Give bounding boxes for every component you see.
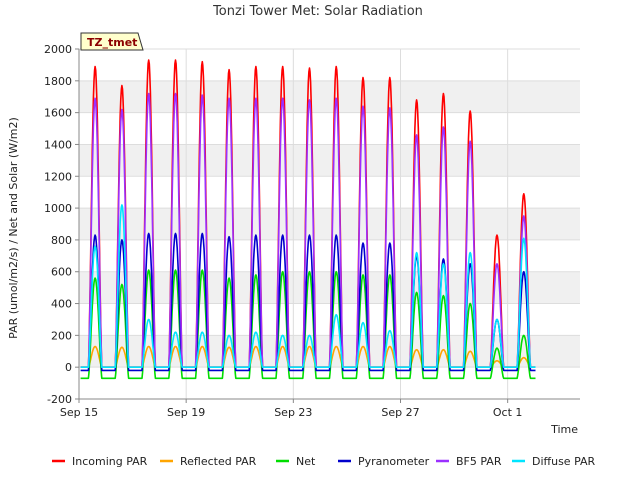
- series-line-pyranometer: [80, 232, 536, 372]
- x-tick-label: Sep 23: [274, 406, 312, 419]
- x-axis-label: Time: [550, 423, 578, 436]
- badge-label: TZ_tmet: [87, 36, 137, 49]
- plot-band: [79, 208, 580, 240]
- plot-band: [79, 80, 580, 113]
- legend-label-pyranometer: Pyranometer: [358, 455, 430, 468]
- legend-label-diffuse-par: Diffuse PAR: [532, 455, 596, 468]
- legend-label-reflected-par: Reflected PAR: [180, 455, 257, 468]
- y-tick-label: 2000: [44, 43, 72, 56]
- site-badge: TZ_tmet: [80, 32, 144, 51]
- y-tick-label: 1400: [44, 138, 72, 151]
- y-tick-label: 0: [65, 361, 72, 374]
- y-axis-label: PAR (umol/m2/s) / Net and Solar (W/m2): [7, 117, 20, 339]
- plot-area: [79, 80, 580, 368]
- chart-title: Tonzi Tower Met: Solar Radiation: [212, 4, 423, 19]
- plot-band: [79, 271, 580, 304]
- y-tick-label: 600: [51, 266, 72, 279]
- series-line-diffuse-par: [80, 204, 536, 368]
- x-tick-label: Sep 27: [381, 406, 419, 419]
- series-layer: [80, 59, 536, 380]
- series-line-net: [80, 269, 536, 380]
- legend-label-bf5-par: BF5 PAR: [456, 455, 502, 468]
- x-tick-label: Sep 19: [167, 406, 205, 419]
- y-tick-label: 400: [51, 298, 72, 311]
- legend: Incoming PAR Reflected PAR Net Pyranometer B…: [52, 455, 596, 468]
- x-axis-ticks: Sep 15 Sep 19 Sep 23 Sep 27 Oct 1: [60, 399, 523, 419]
- badge-shape: [80, 32, 144, 51]
- axes: [78, 49, 580, 400]
- x-tick-label: Sep 15: [60, 406, 98, 419]
- y-tick-label: 1600: [44, 107, 72, 120]
- y-tick-label: -200: [47, 393, 72, 406]
- y-tick-label: 1200: [44, 170, 72, 183]
- y-tick-label: 800: [51, 234, 72, 247]
- y-tick-label: 1800: [44, 75, 72, 88]
- y-axis-ticks: -200 0 200 400 600 800 1000 1200 1400 1600 1800 200…: [44, 43, 79, 406]
- legend-label-incoming-par: Incoming PAR: [72, 455, 148, 468]
- legend-label-net: Net: [296, 455, 316, 468]
- plot-band: [79, 144, 580, 177]
- x-tick-label: Oct 1: [493, 406, 523, 419]
- y-tick-label: 1000: [44, 202, 72, 215]
- y-tick-label: 200: [51, 329, 72, 342]
